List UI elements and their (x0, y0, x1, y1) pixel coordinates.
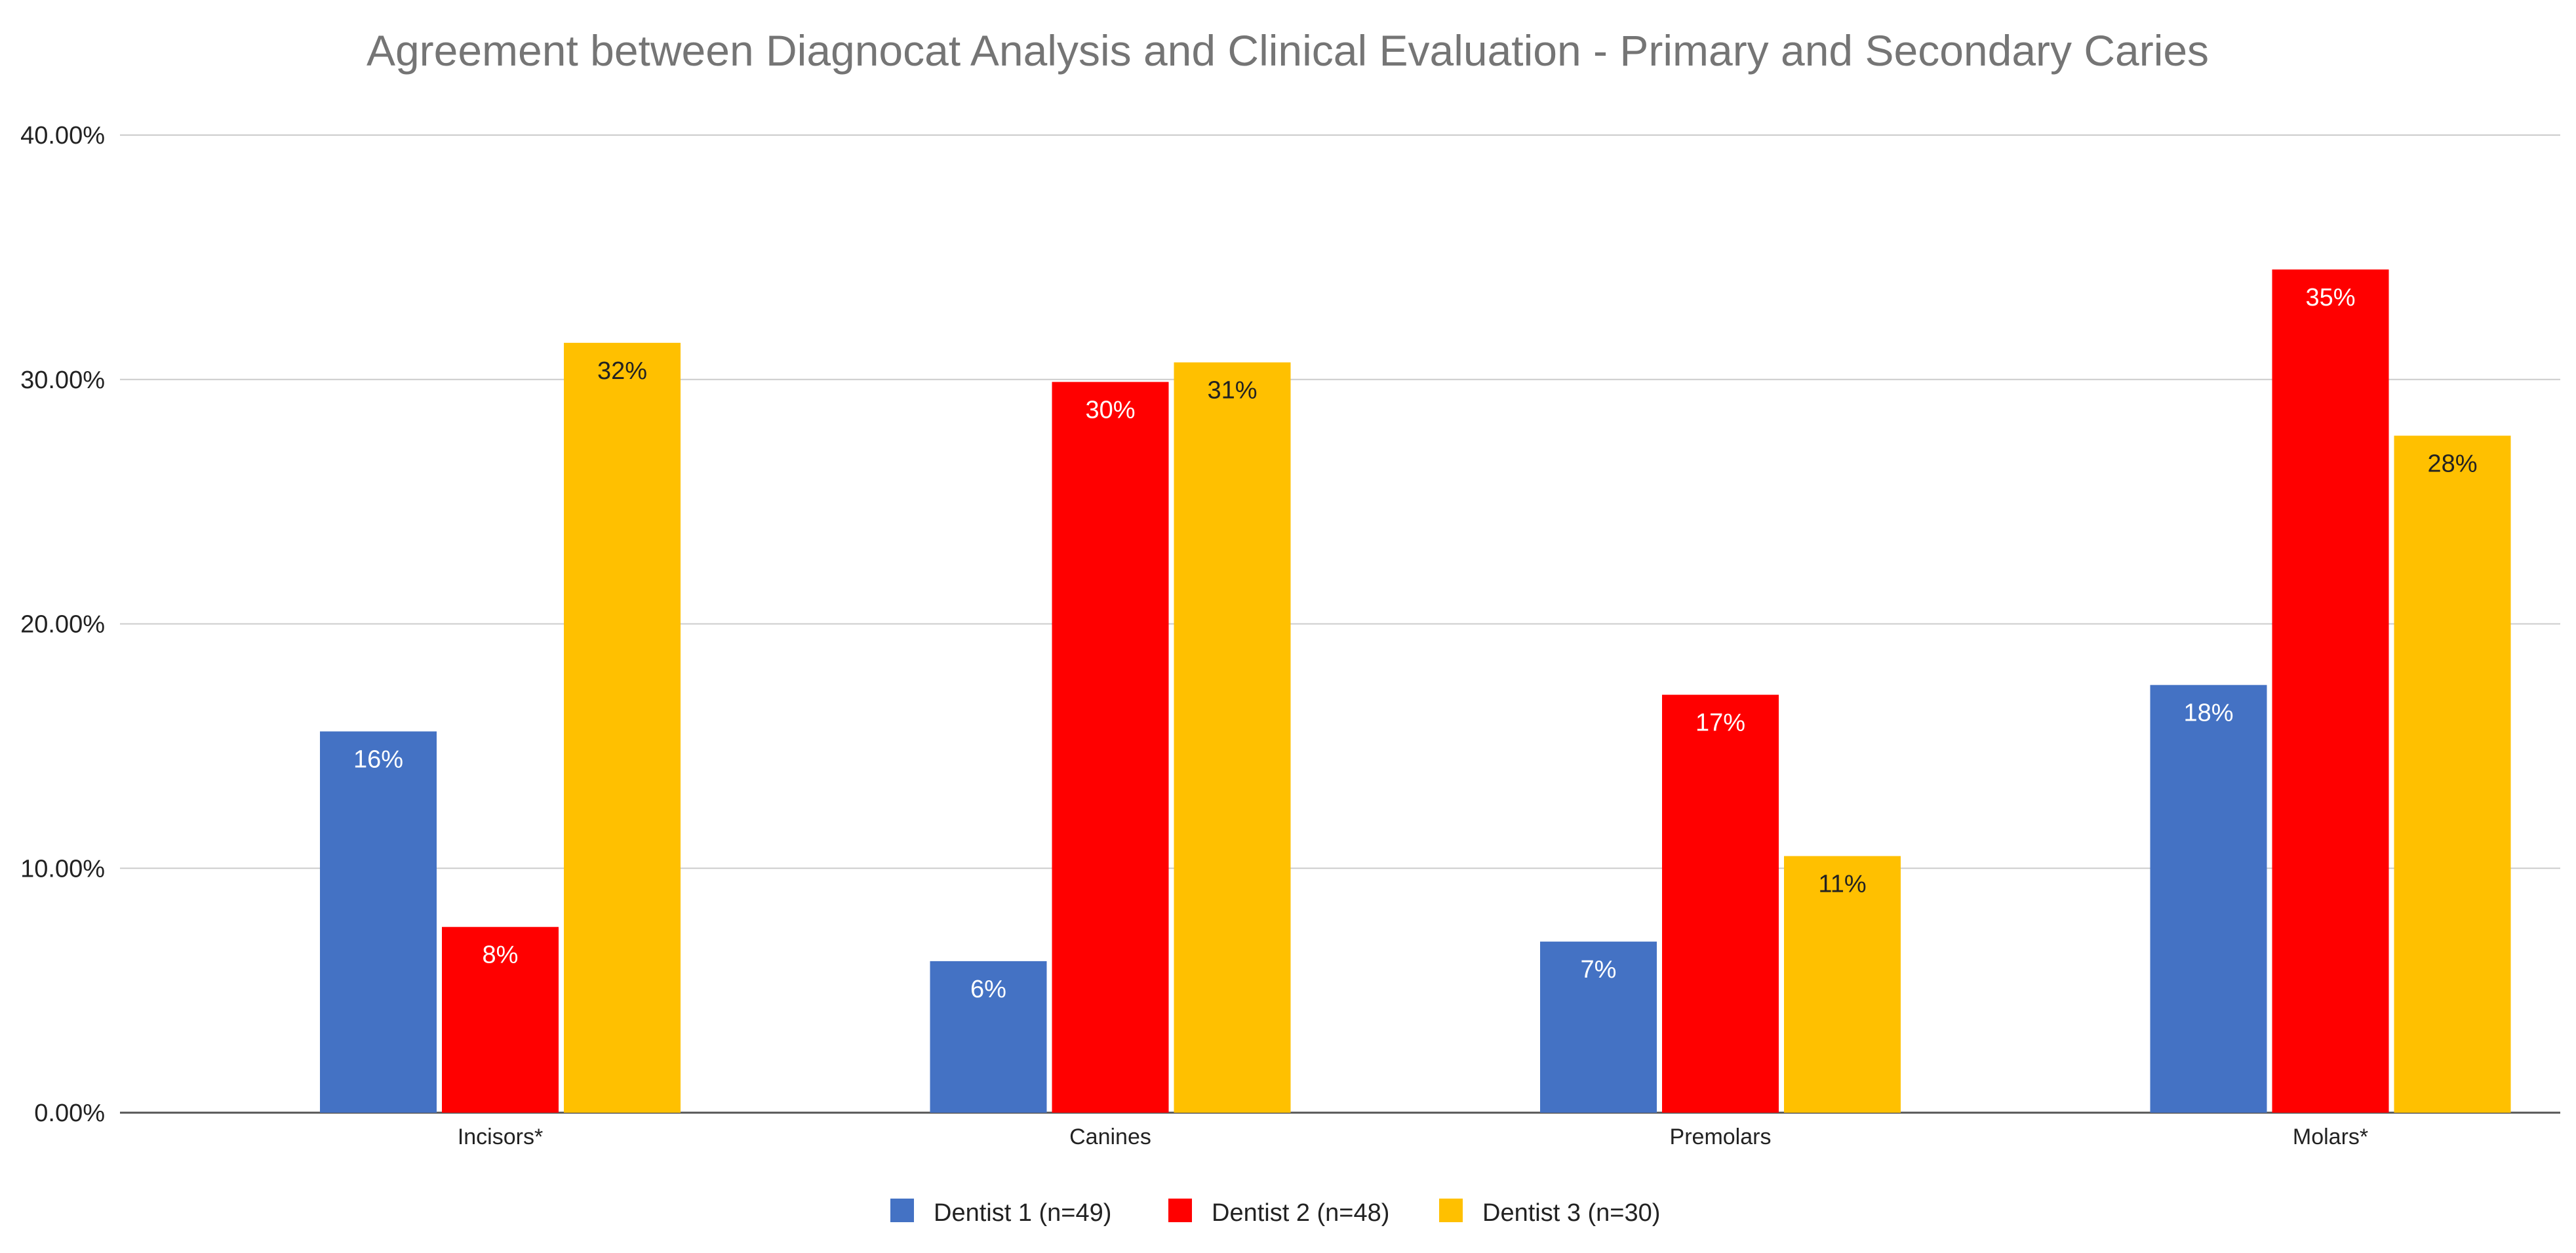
x-tick-label: Molars* (2293, 1124, 2368, 1149)
y-axis: 0.00% 10.00% 20.00% 30.00% 40.00% (20, 122, 105, 1127)
bar (442, 926, 559, 1113)
bar (1784, 856, 1901, 1113)
data-label: 28% (2427, 450, 2477, 477)
bar (1662, 694, 1779, 1113)
data-label: 16% (353, 746, 403, 774)
data-label: 17% (1695, 709, 1745, 737)
bar (320, 731, 437, 1113)
chart-title: Agreement between Diagnocat Analysis and… (367, 26, 2209, 75)
legend-swatch (890, 1199, 914, 1222)
data-label: 6% (970, 976, 1006, 1003)
y-tick-label: 0.00% (34, 1100, 105, 1127)
x-tick-label: Incisors* (458, 1124, 543, 1149)
y-tick-label: 30.00% (20, 367, 105, 394)
bar (2272, 269, 2389, 1113)
x-tick-label: Canines (1069, 1124, 1151, 1149)
x-axis: Incisors* Canines Premolars Molars* (458, 1124, 2368, 1149)
data-label: 18% (2183, 700, 2233, 727)
data-label: 11% (1818, 871, 1866, 898)
y-tick-label: 40.00% (20, 122, 105, 149)
bar (1540, 942, 1657, 1113)
legend-label: Dentist 2 (n=48) (1212, 1199, 1389, 1227)
bar (564, 342, 681, 1113)
y-tick-label: 20.00% (20, 611, 105, 639)
data-label: 32% (597, 357, 647, 385)
data-label: 31% (1207, 377, 1257, 405)
data-labels: 16% 8% 32% 6% 30% 31% 7% 17% 11% 18% 35% 28% (353, 284, 2478, 1003)
data-label: 30% (1085, 396, 1135, 424)
data-label: 8% (483, 942, 519, 969)
data-label: 35% (2305, 284, 2355, 311)
bar (930, 961, 1047, 1113)
legend-swatch (1168, 1199, 1192, 1222)
legend-label: Dentist 3 (n=30) (1482, 1199, 1660, 1227)
bar (1174, 362, 1291, 1113)
bar (1052, 382, 1169, 1113)
x-tick-label: Premolars (1670, 1124, 1772, 1149)
y-tick-label: 10.00% (20, 855, 105, 883)
bar (2394, 435, 2511, 1113)
legend-swatch (1439, 1199, 1463, 1222)
legend: Dentist 1 (n=49) Dentist 2 (n=48) Dentist … (890, 1199, 1660, 1227)
legend-label: Dentist 1 (n=49) (934, 1199, 1111, 1227)
data-label: 7% (1581, 956, 1617, 984)
bars (320, 269, 2511, 1113)
bar (2150, 685, 2267, 1113)
